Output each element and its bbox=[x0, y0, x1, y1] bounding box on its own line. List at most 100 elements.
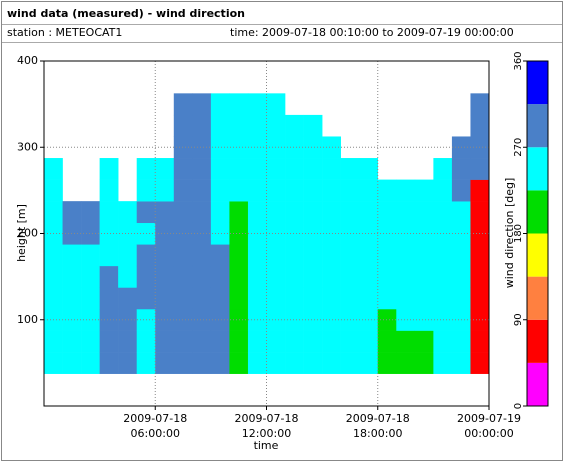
cell bbox=[210, 244, 230, 267]
cell bbox=[81, 308, 100, 331]
cell bbox=[44, 179, 63, 202]
cell bbox=[285, 158, 304, 180]
cell bbox=[118, 308, 138, 331]
cell bbox=[173, 114, 193, 137]
cell bbox=[303, 330, 323, 353]
cell bbox=[303, 136, 323, 159]
cell bbox=[285, 114, 304, 137]
cell bbox=[396, 222, 416, 245]
cell bbox=[285, 179, 304, 202]
cell bbox=[303, 265, 323, 288]
cell bbox=[451, 265, 471, 288]
cell bbox=[322, 222, 341, 245]
cell bbox=[451, 330, 471, 353]
cell bbox=[451, 201, 471, 224]
cell bbox=[173, 352, 193, 374]
chart-title: wind data (measured) - wind direction bbox=[7, 7, 245, 20]
cell bbox=[396, 287, 416, 310]
x-axis-label: time bbox=[254, 439, 279, 452]
cell bbox=[118, 287, 138, 310]
cell bbox=[155, 352, 175, 374]
x-tick-label: 2009-07-19 00:00:00 bbox=[457, 412, 521, 440]
cell bbox=[81, 352, 100, 374]
cell bbox=[136, 158, 156, 180]
cell bbox=[470, 179, 490, 202]
cell bbox=[340, 287, 360, 310]
cell bbox=[359, 330, 379, 353]
cell bbox=[470, 244, 490, 267]
cell bbox=[99, 244, 119, 267]
cell bbox=[451, 179, 471, 202]
cell bbox=[285, 136, 304, 159]
cell bbox=[414, 287, 434, 310]
cell bbox=[173, 158, 193, 180]
cell bbox=[118, 222, 138, 245]
cell bbox=[192, 158, 212, 180]
cell bbox=[451, 352, 471, 374]
cell bbox=[192, 179, 212, 202]
colorbar-band bbox=[527, 233, 548, 277]
cell bbox=[266, 93, 286, 116]
cell bbox=[247, 265, 267, 288]
cell bbox=[192, 308, 212, 331]
cell bbox=[377, 330, 397, 353]
cell bbox=[173, 287, 193, 310]
cell bbox=[433, 330, 453, 353]
cell bbox=[247, 158, 267, 180]
cell bbox=[99, 179, 119, 202]
cell bbox=[322, 158, 341, 180]
cell bbox=[396, 179, 416, 202]
colorbar-tick-label: 180 bbox=[513, 224, 524, 243]
cell bbox=[229, 265, 249, 288]
cell bbox=[340, 352, 360, 374]
cell bbox=[340, 330, 360, 353]
colorbar-band bbox=[527, 104, 548, 148]
cell bbox=[359, 352, 379, 374]
cell bbox=[322, 244, 341, 267]
cell bbox=[99, 308, 119, 331]
cell bbox=[229, 136, 249, 159]
cell bbox=[192, 287, 212, 310]
cell bbox=[266, 244, 286, 267]
cell bbox=[340, 244, 360, 267]
cell bbox=[303, 179, 323, 202]
cell bbox=[192, 265, 212, 288]
cell bbox=[44, 244, 63, 267]
cell bbox=[414, 244, 434, 267]
cell bbox=[136, 352, 156, 374]
cell bbox=[229, 201, 249, 224]
cell bbox=[229, 330, 249, 353]
y-axis-label: height [m] bbox=[15, 204, 28, 262]
cell bbox=[247, 93, 267, 116]
cell bbox=[210, 287, 230, 310]
cell bbox=[81, 222, 100, 245]
cell bbox=[136, 244, 156, 267]
colorbar-tick-label: 0 bbox=[513, 403, 524, 409]
cell bbox=[303, 352, 323, 374]
cell bbox=[285, 330, 304, 353]
cell bbox=[359, 179, 379, 202]
cell bbox=[99, 352, 119, 374]
cell bbox=[210, 93, 230, 116]
cell bbox=[377, 222, 397, 245]
cell bbox=[266, 265, 286, 288]
cell bbox=[118, 244, 138, 267]
cell bbox=[396, 330, 416, 353]
cell bbox=[414, 222, 434, 245]
cell bbox=[210, 265, 230, 288]
x-tick-label: 2009-07-18 12:00:00 bbox=[235, 412, 299, 440]
cell bbox=[210, 308, 230, 331]
cell bbox=[451, 287, 471, 310]
cell bbox=[173, 308, 193, 331]
colorbar-band bbox=[527, 190, 548, 234]
cell bbox=[322, 330, 341, 353]
cell bbox=[470, 352, 490, 374]
cell bbox=[229, 93, 249, 116]
cell bbox=[322, 179, 341, 202]
cell bbox=[377, 287, 397, 310]
cell bbox=[470, 114, 490, 137]
cell bbox=[470, 93, 490, 116]
cell bbox=[377, 265, 397, 288]
cell bbox=[210, 179, 230, 202]
cell bbox=[359, 158, 379, 180]
